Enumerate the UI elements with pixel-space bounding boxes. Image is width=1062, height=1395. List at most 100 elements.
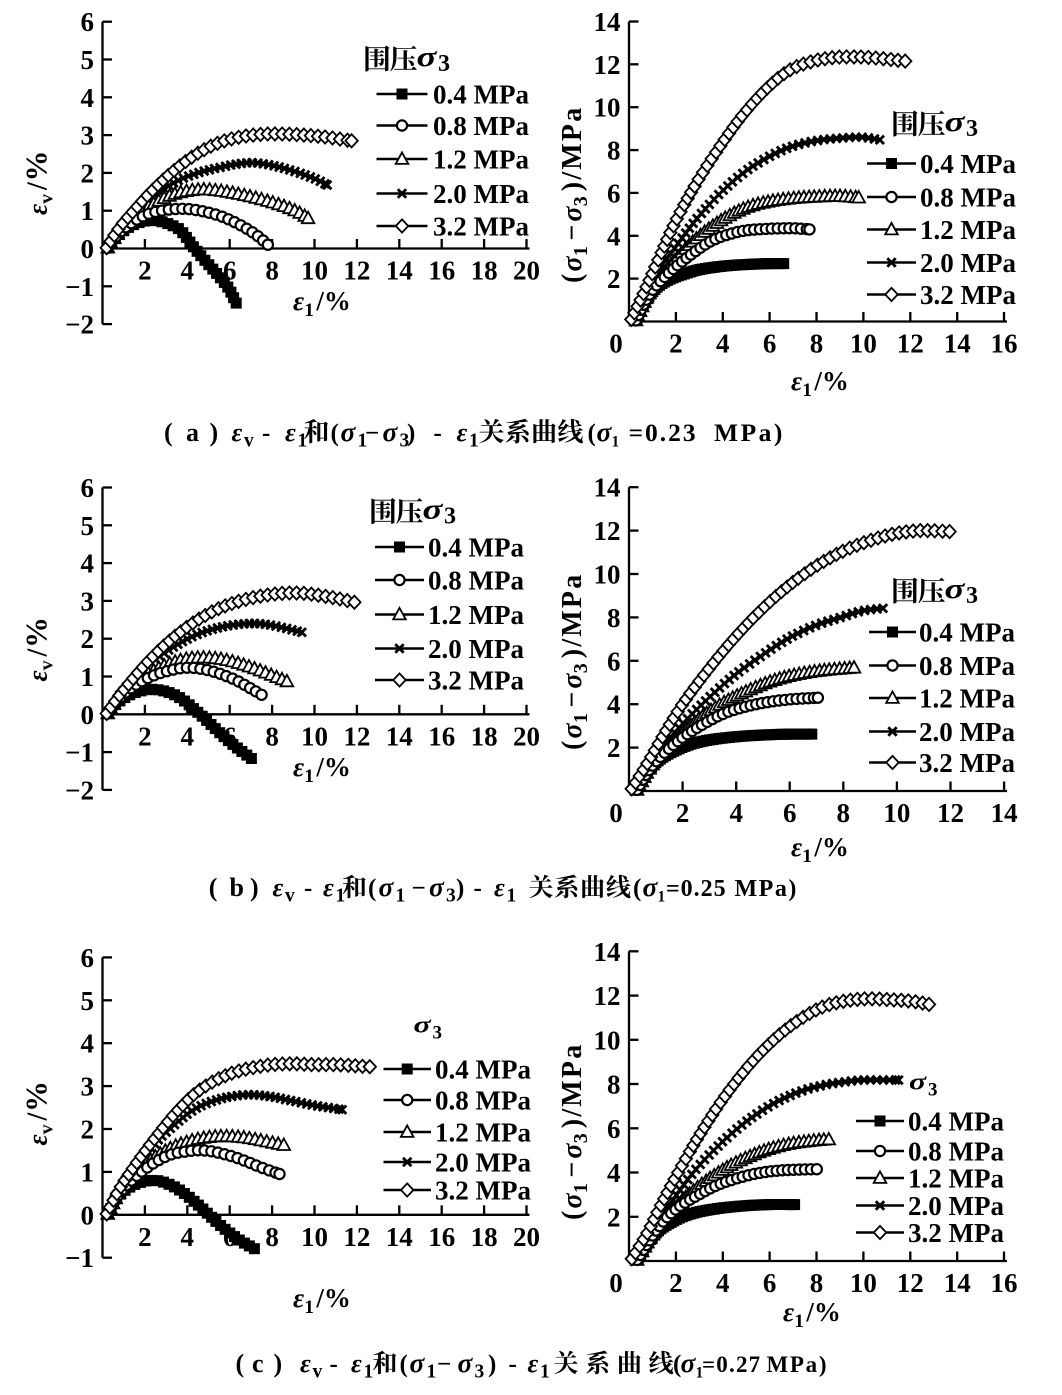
svg-text:4: 4	[607, 221, 621, 251]
svg-text:14: 14	[991, 798, 1018, 828]
svg-text:8: 8	[810, 1268, 824, 1298]
svg-text:−1: −1	[65, 1243, 94, 1273]
svg-text:2.0 MPa: 2.0 MPa	[428, 634, 524, 664]
svg-text:(: (	[557, 741, 588, 750]
svg-text:4: 4	[81, 1029, 95, 1059]
svg-text:10: 10	[301, 721, 328, 751]
svg-text:): )	[250, 873, 259, 902]
svg-text:σ: σ	[557, 256, 588, 272]
svg-text:0.8 MPa: 0.8 MPa	[919, 651, 1015, 681]
svg-text:/%: /%	[315, 286, 351, 316]
svg-text:ε: ε	[23, 1134, 53, 1145]
svg-text:2.0 MPa: 2.0 MPa	[908, 1191, 1004, 1221]
svg-text:ε: ε	[323, 873, 334, 902]
svg-text:(: (	[209, 873, 218, 902]
svg-text:1: 1	[794, 1311, 804, 1332]
svg-text:a: a	[186, 418, 199, 447]
svg-text:0: 0	[81, 700, 95, 730]
svg-text:ε: ε	[300, 1349, 311, 1378]
svg-text:-: -	[330, 1351, 338, 1378]
svg-text:(: (	[236, 1349, 245, 1378]
svg-text:): )	[456, 875, 464, 902]
svg-text:20: 20	[513, 1222, 540, 1252]
svg-text:ε: ε	[23, 204, 53, 215]
svg-text:1: 1	[336, 886, 346, 907]
svg-text:=0.23: =0.23	[629, 418, 698, 447]
svg-text:16: 16	[991, 329, 1018, 359]
svg-text:v: v	[36, 1124, 57, 1134]
svg-text:3: 3	[966, 116, 978, 142]
svg-text:2: 2	[607, 1202, 621, 1232]
svg-text:ε: ε	[293, 1283, 304, 1313]
svg-text:1: 1	[396, 886, 406, 907]
svg-text:ε: ε	[293, 286, 304, 316]
svg-text:3.2 MPa: 3.2 MPa	[920, 280, 1016, 310]
svg-text:3: 3	[570, 1133, 592, 1143]
svg-text:1: 1	[364, 1362, 374, 1383]
svg-text:4: 4	[729, 798, 743, 828]
svg-text:2: 2	[138, 256, 152, 286]
svg-text:σ: σ	[557, 1193, 588, 1209]
svg-text:MPa): MPa)	[714, 418, 785, 447]
svg-text:3: 3	[81, 1072, 95, 1102]
svg-text:ε: ε	[351, 1349, 362, 1378]
svg-text:10: 10	[301, 1222, 328, 1252]
svg-text:3: 3	[81, 586, 95, 616]
svg-text:1: 1	[358, 431, 368, 452]
svg-text:ε: ε	[791, 832, 802, 862]
svg-text:(: (	[368, 875, 376, 902]
svg-text:12: 12	[343, 721, 370, 751]
svg-text:20: 20	[513, 721, 540, 751]
svg-text:3.2 MPa: 3.2 MPa	[908, 1218, 1004, 1248]
svg-text:1.2 MPa: 1.2 MPa	[908, 1164, 1004, 1194]
svg-text:(: (	[164, 418, 173, 447]
svg-text:12: 12	[897, 1268, 924, 1298]
svg-text:-: -	[434, 420, 442, 447]
svg-text:4: 4	[181, 1222, 195, 1252]
svg-text:−: −	[557, 225, 588, 241]
svg-text:c: c	[252, 1349, 264, 1378]
svg-text:10: 10	[594, 1025, 621, 1055]
svg-text:1: 1	[427, 1362, 437, 1383]
svg-text:)/MPa: )/MPa	[557, 573, 588, 659]
svg-text:4: 4	[81, 549, 95, 579]
svg-text:14: 14	[386, 1222, 413, 1252]
svg-text:v: v	[285, 886, 295, 907]
svg-text:2.0 MPa: 2.0 MPa	[919, 717, 1015, 747]
svg-text:2: 2	[669, 329, 683, 359]
svg-text:0.8 MPa: 0.8 MPa	[433, 111, 529, 141]
svg-text:3: 3	[475, 1362, 485, 1383]
svg-text:σ: σ	[557, 1143, 588, 1159]
svg-text:1: 1	[469, 431, 479, 452]
svg-text:σ: σ	[458, 1347, 474, 1378]
svg-text:1: 1	[304, 300, 314, 321]
svg-text:σ: σ	[643, 871, 659, 902]
svg-text:σ: σ	[410, 1347, 426, 1378]
svg-text:6: 6	[607, 178, 621, 208]
svg-text:-: -	[474, 875, 482, 902]
svg-text:10: 10	[594, 93, 621, 123]
svg-text:/: /	[23, 648, 54, 658]
svg-text:5: 5	[81, 45, 95, 75]
svg-text:12: 12	[594, 516, 621, 546]
svg-text:/%: /%	[315, 752, 351, 782]
svg-text:4: 4	[716, 1268, 730, 1298]
svg-text:1: 1	[298, 431, 308, 452]
svg-text:14: 14	[386, 256, 413, 286]
svg-text:-: -	[262, 420, 270, 447]
svg-text:1: 1	[507, 886, 517, 907]
svg-text:3.2 MPa: 3.2 MPa	[435, 1176, 531, 1206]
svg-text:14: 14	[594, 7, 621, 37]
svg-text:σ: σ	[383, 416, 399, 447]
svg-text:18: 18	[471, 1222, 498, 1252]
svg-text:6: 6	[763, 329, 777, 359]
svg-text:0: 0	[609, 329, 623, 359]
svg-text:=0.25: =0.25	[666, 876, 727, 902]
svg-text:1: 1	[802, 380, 812, 401]
svg-text:σ: σ	[379, 871, 395, 902]
svg-text:/%: /%	[315, 1283, 351, 1313]
svg-text:14: 14	[944, 329, 971, 359]
svg-text:−2: −2	[65, 775, 94, 805]
svg-text:6: 6	[81, 943, 95, 973]
svg-text:ε: ε	[273, 873, 284, 902]
